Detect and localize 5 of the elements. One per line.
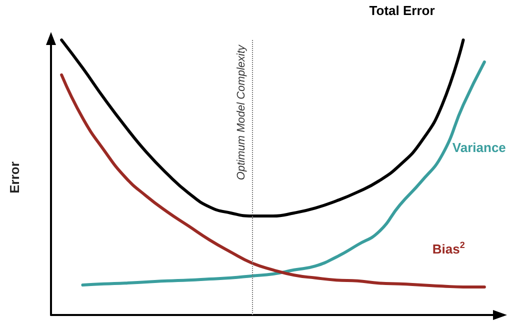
- y-axis-title: Error: [7, 162, 22, 194]
- text: Bias$^{2}$: [432, 238, 465, 256]
- annotation: Optimum Model Complexity: [235, 44, 248, 180]
- series-label: Variance: [452, 140, 506, 154]
- text: Total Error: [369, 2, 435, 18]
